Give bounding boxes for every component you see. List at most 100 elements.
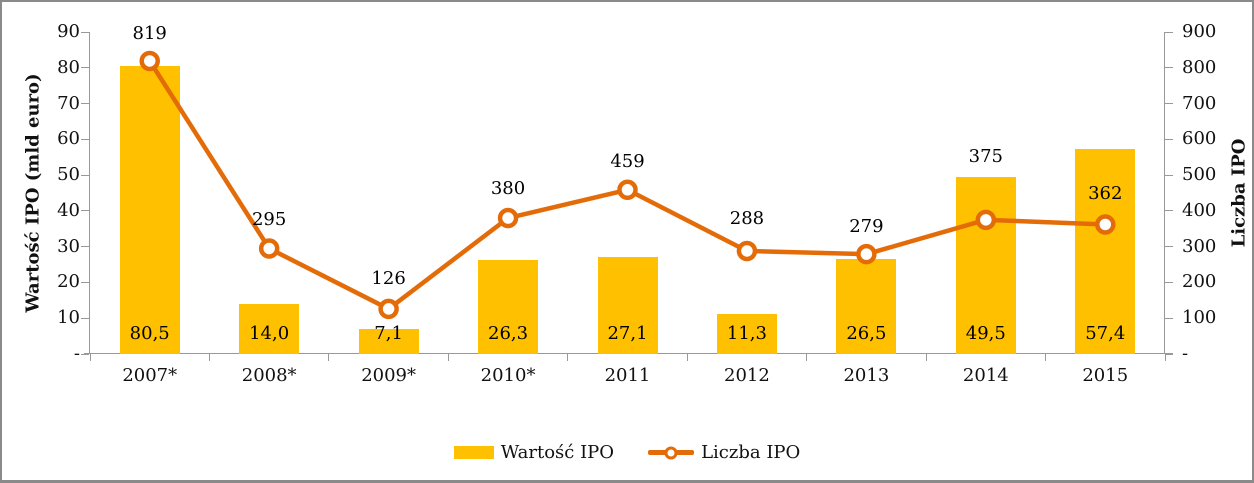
left-y-tick-label: 30 <box>57 235 80 257</box>
line-point-marker-icon <box>378 298 399 320</box>
legend-item-wartosc-ipo: Wartość IPO <box>453 442 615 463</box>
left-y-tick-label: 70 <box>57 92 80 114</box>
left-y-tick <box>81 103 89 105</box>
bar-value-label: 7,1 <box>374 323 403 344</box>
right-y-tick <box>1165 138 1173 140</box>
line-point-label: 295 <box>251 209 287 231</box>
left-y-axis-line <box>89 32 90 354</box>
right-axis-title: Liczba IPO <box>1228 138 1250 248</box>
x-axis-tick <box>447 354 449 361</box>
right-y-tick <box>1165 103 1173 105</box>
bar-value-label: 49,5 <box>965 323 1006 344</box>
legend: Wartość IPO Liczba IPO <box>2 442 1252 463</box>
bar-value-label: 11,3 <box>726 323 767 344</box>
left-y-tick-label: 10 <box>57 307 80 329</box>
x-axis-tick <box>1045 354 1047 361</box>
right-y-tick-label: 400 <box>1182 199 1217 221</box>
right-y-tick <box>1165 353 1173 355</box>
left-axis-title: Wartość IPO (mld euro) <box>22 73 44 313</box>
bar-2015 <box>1075 148 1136 354</box>
x-axis-tick <box>925 354 927 361</box>
line-point-label: 288 <box>729 207 765 229</box>
left-y-tick-label: 40 <box>57 199 80 221</box>
left-y-tick <box>81 174 89 176</box>
left-y-tick-label: 80 <box>57 56 80 78</box>
left-y-tick <box>81 138 89 140</box>
legend-line-marker-icon <box>648 446 695 459</box>
x-category-label: 2008* <box>241 365 297 386</box>
line-point-marker-icon <box>258 238 280 259</box>
x-axis-tick <box>208 354 210 361</box>
left-y-tick <box>81 210 89 212</box>
right-y-tick <box>1165 317 1173 319</box>
line-point-label: 126 <box>371 267 406 289</box>
line-point-marker-icon <box>856 243 877 265</box>
bar-2014 <box>955 176 1016 354</box>
bar-2008* <box>239 303 300 354</box>
x-axis-tick <box>89 354 91 361</box>
legend-bar-swatch-icon <box>453 446 494 459</box>
line-point-marker-icon <box>139 50 160 72</box>
bar-2012 <box>716 313 777 354</box>
x-category-label: 2014 <box>962 365 1009 386</box>
legend-label-wartosc-ipo: Wartość IPO <box>500 442 615 463</box>
line-point-label: 362 <box>1088 183 1123 205</box>
x-category-label: 2010* <box>480 365 536 386</box>
line-point-marker-icon <box>1095 214 1116 235</box>
bar-2013 <box>836 259 897 354</box>
line-point-marker-icon <box>975 209 997 231</box>
right-y-tick-label: 200 <box>1182 271 1217 293</box>
left-y-tick <box>81 246 89 248</box>
right-y-tick-label: 600 <box>1182 128 1217 150</box>
legend-circle-marker-icon <box>664 446 678 459</box>
right-y-tick-label: 100 <box>1182 307 1217 329</box>
left-y-tick-label: 20 <box>57 271 80 293</box>
bar-2007* <box>119 65 180 354</box>
right-y-tick <box>1165 67 1173 69</box>
line-point-label: 380 <box>490 178 526 200</box>
x-axis-tick <box>806 354 808 361</box>
line-point-marker-icon <box>497 207 519 229</box>
right-y-tick <box>1165 246 1173 248</box>
x-axis-tick <box>328 354 330 361</box>
right-y-tick <box>1165 31 1173 33</box>
right-y-tick-label: 500 <box>1182 164 1217 186</box>
x-category-label: 2011 <box>604 365 651 386</box>
right-y-tick <box>1165 210 1173 212</box>
line-point-label: 279 <box>849 216 884 238</box>
left-y-tick <box>81 67 89 69</box>
bar-value-label: 26,3 <box>488 323 529 344</box>
right-y-tick-label: - <box>1182 343 1189 364</box>
left-y-tick-label: 50 <box>57 164 80 186</box>
left-y-tick <box>81 317 89 319</box>
right-y-tick-label: 900 <box>1182 21 1217 42</box>
x-axis-tick <box>686 354 688 361</box>
left-y-tick <box>81 31 89 33</box>
x-category-label: 2013 <box>843 365 890 386</box>
right-y-axis-line <box>1164 32 1165 354</box>
right-y-tick-label: 800 <box>1182 56 1217 78</box>
x-axis-tick <box>1164 354 1166 361</box>
x-category-label: 2015 <box>1082 365 1129 386</box>
line-point-marker-icon <box>617 179 638 201</box>
bar-value-label: 80,5 <box>129 323 170 344</box>
left-y-tick <box>81 281 89 283</box>
bar-value-label: 14,0 <box>249 323 290 344</box>
bar-2011 <box>597 257 658 354</box>
bar-value-label: 26,5 <box>846 323 887 344</box>
x-category-label: 2012 <box>724 365 770 386</box>
left-y-tick-label: 60 <box>57 128 80 150</box>
left-y-tick <box>81 353 89 355</box>
bar-value-label: 57,4 <box>1085 323 1126 344</box>
legend-item-liczba-ipo: Liczba IPO <box>648 442 800 463</box>
left-y-tick-label: 90 <box>57 21 80 42</box>
legend-label-liczba-ipo: Liczba IPO <box>701 442 801 463</box>
x-category-label: 2009* <box>361 365 416 386</box>
right-y-tick-label: 300 <box>1182 235 1217 257</box>
bar-value-label: 27,1 <box>607 323 648 344</box>
line-point-label: 819 <box>132 22 167 44</box>
right-y-tick-label: 700 <box>1182 92 1217 114</box>
